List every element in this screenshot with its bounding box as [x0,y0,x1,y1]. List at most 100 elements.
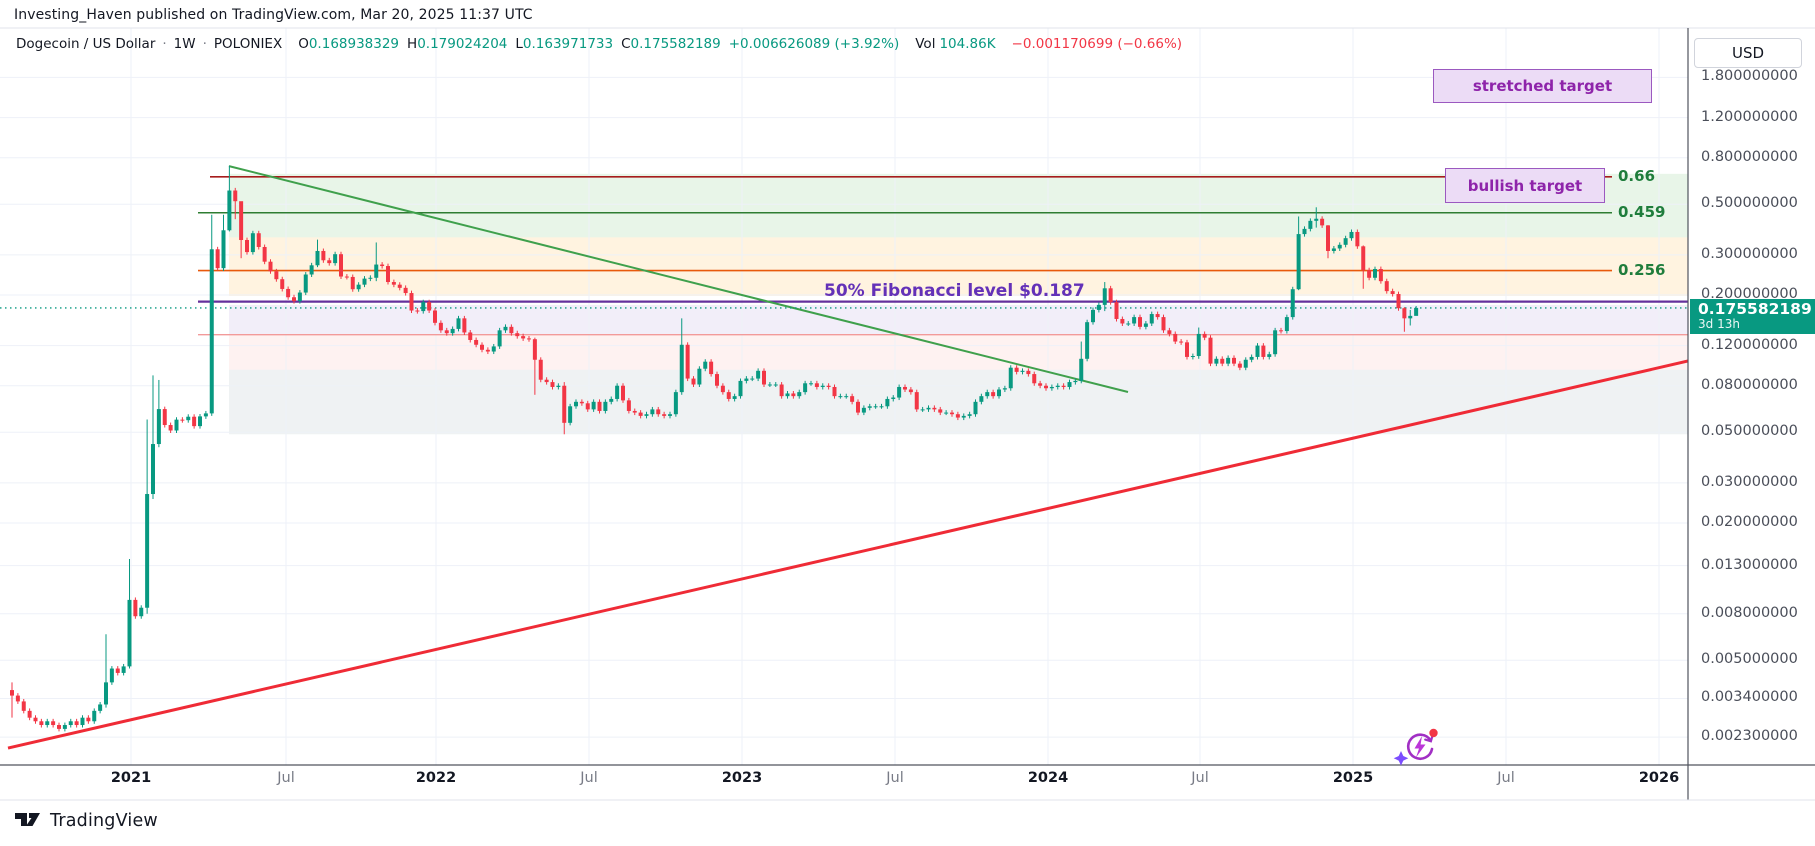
time-axis-year-label: 2023 [721,770,763,786]
candle [286,286,291,300]
candle [867,403,872,411]
ohlc-h-value: H0.179024204 [407,36,508,52]
candle [156,379,161,448]
candle [104,634,108,708]
candle [1232,355,1236,367]
candle [591,399,596,412]
candle [192,414,197,429]
bullish-target-label: bullish target [1467,176,1583,195]
candle [832,384,837,399]
candle [51,718,56,728]
legend-separator: · [162,36,167,52]
candle [1226,355,1231,367]
attribution-text: Investing_Haven published on TradingView… [14,7,533,23]
candle [679,318,684,395]
candle [715,371,719,389]
trendlines-layer[interactable] [7,165,1688,750]
candle [1378,266,1383,284]
candle [1020,368,1025,375]
candle [779,382,784,399]
candle [62,722,67,732]
candle [1143,321,1148,330]
candle [568,403,573,426]
candle [550,379,555,390]
candle [773,382,778,388]
candle [39,718,44,728]
stretched-target-annotation[interactable]: stretched target [1433,69,1652,103]
candle [856,399,860,416]
currency-toggle-button[interactable]: USD [1694,38,1802,68]
candle [438,320,443,333]
ohlc-l-value: L0.163971733 [515,36,614,52]
price-axis-label: 0.050000000 [1701,423,1798,440]
candle [1061,383,1066,390]
candle [597,399,602,414]
price-axis-pane[interactable] [1689,28,1815,765]
bullish-target-annotation[interactable]: bullish target [1445,168,1605,203]
candle [621,383,625,403]
candle [638,410,643,419]
candle [292,294,296,304]
candle [221,214,226,271]
candle [350,274,355,292]
candle [27,708,32,721]
candle [1014,365,1019,375]
candle [944,410,949,416]
gridlines-layer [0,28,1688,765]
candle [274,268,279,282]
last-price-badge[interactable]: 0.175582189 3d 13h [1690,298,1815,334]
chart-legend[interactable]: Dogecoin / US Dollar · 1W · POLONIEX O0.… [16,36,1182,52]
lightning-bolt [1414,736,1426,758]
candle [162,406,167,428]
symbol-title[interactable]: Dogecoin / US Dollar [16,36,156,52]
tradingview-footer[interactable]: TradingView [14,810,158,832]
candle [10,682,14,718]
volume-label: Vol [915,36,936,52]
candle [1102,282,1107,312]
candle [209,214,214,416]
candle [820,383,825,390]
currency-label: USD [1731,44,1765,62]
candle [1290,286,1295,320]
price-axis-label: 0.500000000 [1701,195,1798,212]
candle [1308,218,1313,232]
candle [45,718,50,728]
candle [139,605,144,619]
candle [914,389,919,412]
candle [579,399,584,406]
candle [1343,235,1348,248]
candle [374,242,379,282]
candle [527,335,531,342]
candle [1373,266,1377,281]
fib-50-note[interactable]: 50% Fibonacci level $0.187 [824,281,1085,301]
candle [1044,383,1048,391]
candle [391,279,396,288]
ai-refresh-icon[interactable] [1392,726,1444,768]
candle [615,383,620,402]
time-axis-month-label: Jul [580,770,598,786]
candle [873,403,878,409]
candle [826,383,831,390]
candle [321,248,326,263]
candle [227,165,232,232]
exchange-label[interactable]: POLONIEX [213,36,283,52]
time-axis-pane[interactable] [0,766,1815,800]
candle [797,389,802,399]
candle [1032,371,1037,386]
candle [1096,302,1101,313]
candle [1267,351,1272,360]
candle [1079,341,1084,384]
candle [1120,316,1125,326]
price-axis-label: 0.800000000 [1701,148,1798,165]
candle [1026,368,1031,377]
interval-label[interactable]: 1W [173,36,196,52]
candle [1337,242,1342,251]
price-axis-label: 0.005000000 [1701,651,1798,668]
candle [368,275,373,282]
tradingview-brand-text: TradingView [50,811,158,831]
time-axis-year-label: 2022 [415,770,457,786]
candle [1185,339,1189,360]
candle [297,290,302,304]
candle [203,410,208,419]
